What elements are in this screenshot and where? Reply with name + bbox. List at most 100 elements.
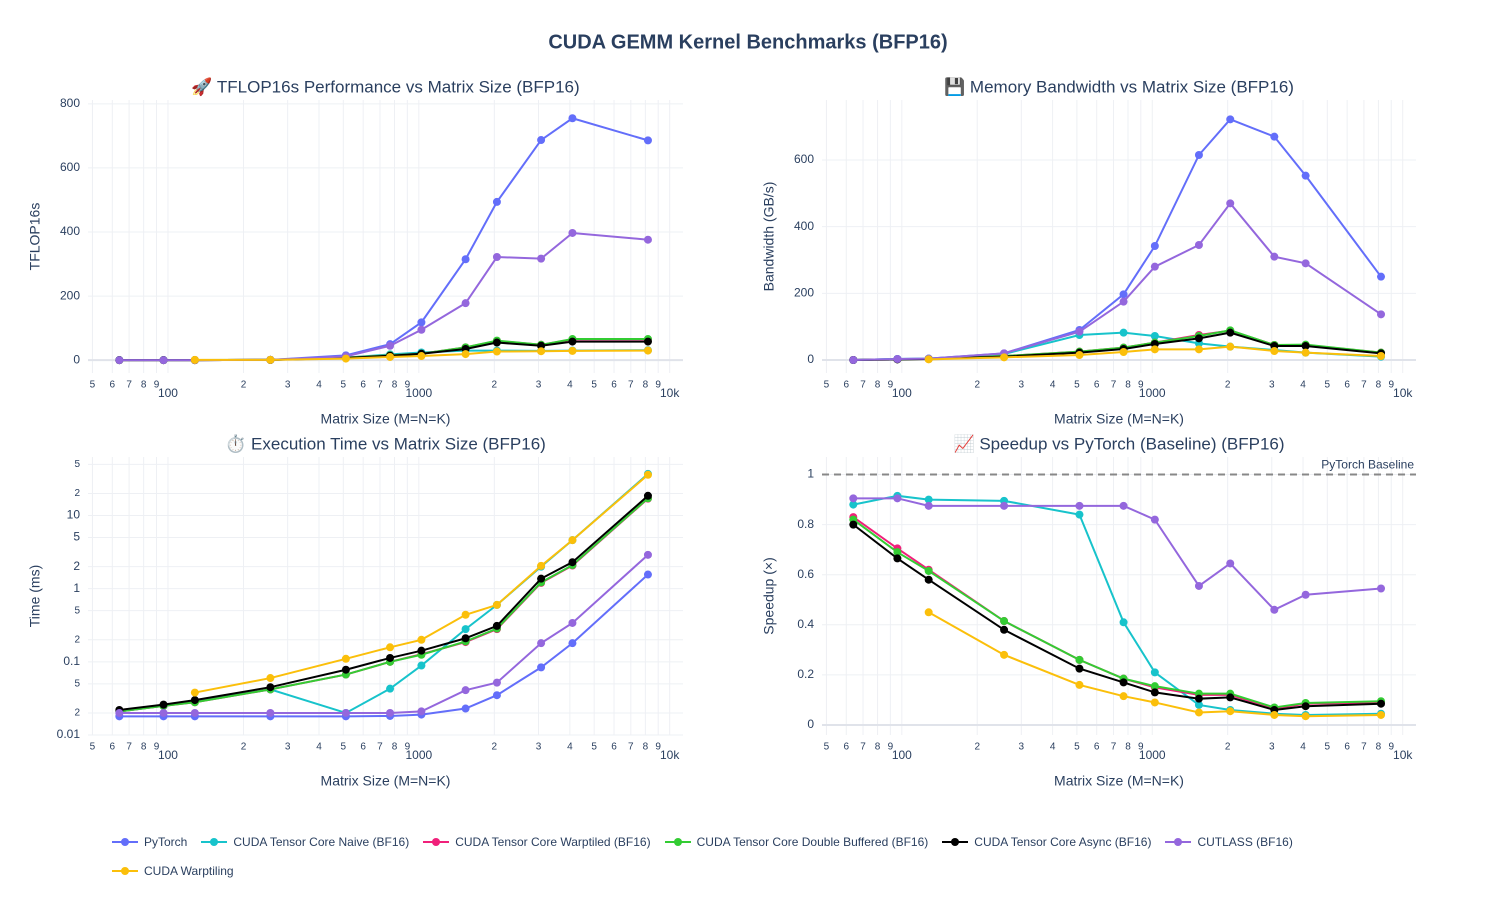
x-axis-label: Matrix Size (M=N=K) (1054, 773, 1184, 789)
data-point (417, 707, 426, 716)
x-tick-label: 100 (892, 386, 912, 400)
data-point (537, 663, 546, 672)
data-point (537, 136, 546, 145)
legend-item[interactable]: CUDA Tensor Core Async (BF16) (940, 832, 1151, 852)
data-point (924, 501, 933, 510)
x-tick-label: 7 (126, 380, 132, 391)
data-point (341, 354, 350, 363)
data-point (159, 356, 168, 365)
subplot-title: ⏱️ Execution Time vs Matrix Size (BFP16) (225, 433, 546, 453)
series-line (119, 497, 649, 713)
y-tick-label: 2 (74, 708, 80, 719)
y-tick-label: 2 (74, 634, 80, 645)
data-point (643, 570, 652, 579)
x-tick-label: 2 (241, 380, 247, 391)
data-point (924, 355, 933, 364)
data-point (1301, 171, 1310, 180)
x-tick-label: 9 (655, 380, 661, 391)
x-tick-label: 9 (154, 742, 160, 753)
x-tick-label: 7 (1361, 380, 1367, 391)
data-point (1150, 332, 1159, 340)
x-tick-label: 5 (824, 380, 830, 391)
y-tick-label: 0.6 (797, 567, 814, 581)
data-point (1119, 328, 1128, 337)
legend-item[interactable]: CUDA Tensor Core Double Buffered (BF16) (663, 832, 928, 852)
data-point (1270, 710, 1279, 719)
y-tick-label: 0.8 (797, 517, 814, 531)
x-tick-label: 3 (1019, 380, 1025, 391)
x-tick-label: 5 (1074, 742, 1080, 753)
x-tick-label: 4 (1050, 742, 1056, 753)
data-point (1119, 501, 1128, 510)
data-point (1377, 352, 1386, 360)
x-tick-label: 5 (824, 742, 830, 753)
data-point (893, 548, 902, 557)
series-line (119, 554, 649, 714)
series-line (853, 201, 1382, 361)
data-point (1301, 702, 1310, 711)
y-tick-label: 0.01 (57, 727, 81, 741)
x-tick-label: 6 (1344, 380, 1350, 391)
legend-label: CUDA Warptiling (144, 864, 234, 878)
y-axis-label: Time (ms) (27, 565, 43, 627)
x-tick-label: 9 (1138, 742, 1144, 753)
data-point (386, 653, 395, 662)
x-tick-label: 8 (392, 742, 398, 753)
series-line (119, 231, 649, 362)
x-tick-label: 5 (90, 742, 96, 753)
x-tick-label: 9 (405, 380, 411, 391)
legend-marker (1174, 838, 1183, 846)
x-tick-label: 9 (888, 380, 894, 391)
data-point (1194, 151, 1203, 159)
x-tick-label: 6 (360, 742, 366, 753)
x-tick-label: 7 (860, 380, 866, 391)
x-tick-label: 7 (1361, 742, 1367, 753)
legend-swatch (1165, 838, 1192, 846)
data-point (1194, 345, 1203, 354)
data-point (643, 337, 652, 346)
legend-item[interactable]: CUDA Tensor Core Warptiled (BF16) (421, 832, 651, 852)
data-point (643, 470, 652, 479)
data-point (1226, 707, 1235, 716)
legend-item[interactable]: CUDA Tensor Core Naive (BF16) (199, 832, 409, 852)
x-tick-label: 3 (285, 380, 291, 391)
data-point (537, 561, 546, 570)
data-point (924, 495, 933, 504)
x-tick-label: 4 (1300, 742, 1306, 753)
x-tick-label: 2 (492, 742, 498, 753)
data-point (1377, 699, 1386, 708)
x-tick-label: 4 (567, 742, 573, 753)
data-point (1119, 692, 1128, 701)
legend-marker (673, 838, 682, 846)
data-point (461, 625, 470, 634)
data-point (1075, 351, 1084, 359)
data-point (190, 355, 199, 364)
data-point (266, 674, 275, 683)
data-point (1194, 334, 1203, 343)
legend-swatch (664, 838, 691, 846)
series-line (119, 495, 649, 711)
x-tick-label: 5 (90, 380, 96, 391)
x-tick-label: 3 (285, 742, 291, 753)
data-point (492, 621, 501, 630)
data-point (1270, 132, 1279, 141)
data-point (1150, 668, 1159, 677)
y-axis-label: TFLOP16s (27, 203, 43, 271)
x-tick-label: 100 (158, 386, 178, 400)
x-axis-label: Matrix Size (M=N=K) (321, 411, 451, 427)
data-point (1301, 342, 1310, 350)
data-point (849, 494, 858, 503)
data-point (1075, 510, 1084, 519)
x-tick-label: 2 (492, 380, 498, 391)
data-point (568, 639, 577, 648)
legend-item[interactable]: CUDA Warptiling (110, 861, 234, 881)
x-tick-label: 6 (110, 380, 116, 391)
y-tick-label: 0 (807, 352, 814, 366)
data-point (537, 347, 546, 356)
legend-item[interactable]: CUTLASS (BF16) (1163, 832, 1293, 852)
legend-item[interactable]: PyTorch (110, 832, 187, 852)
data-point (341, 654, 350, 663)
data-point (1194, 708, 1203, 717)
data-point (461, 704, 470, 713)
